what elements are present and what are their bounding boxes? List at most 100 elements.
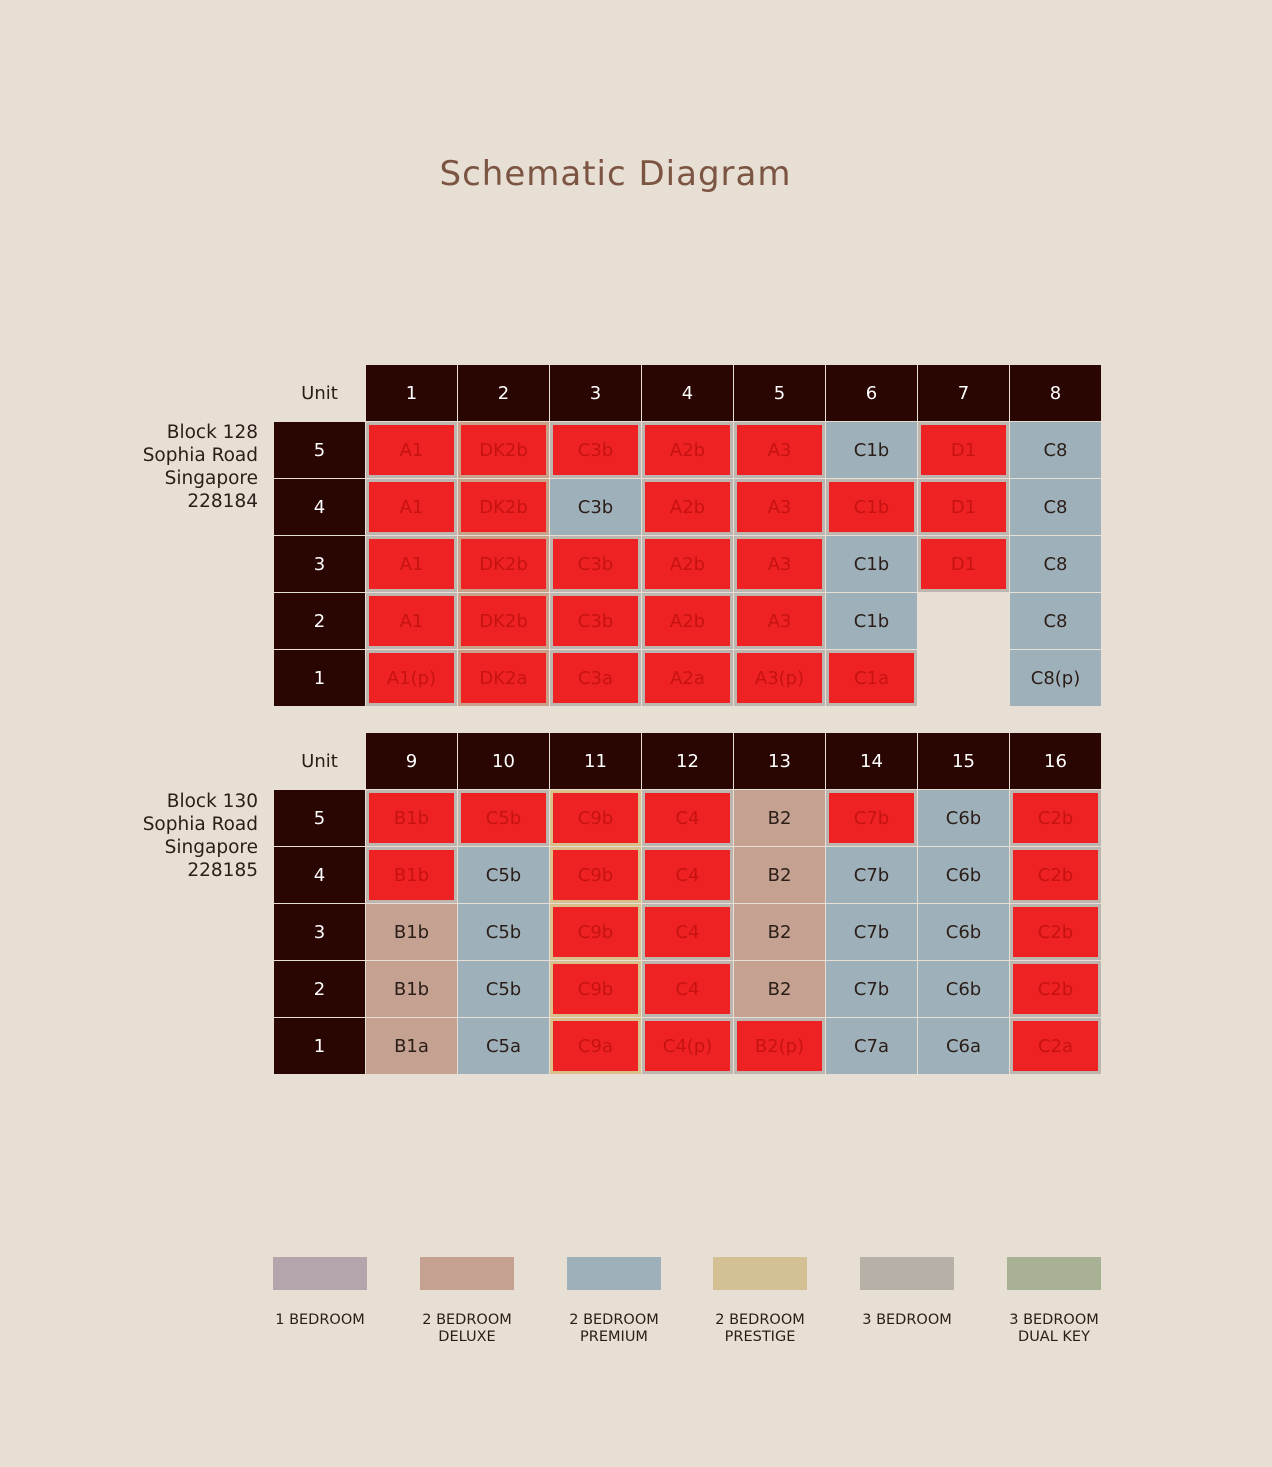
unit-cell[interactable]: C7b [826,847,918,904]
unit-number-header: 1 [366,365,458,422]
unit-cell[interactable]: C3b [550,479,642,536]
unit-cell[interactable]: A3 [734,422,826,479]
unit-number-header: 11 [550,733,642,790]
unit-number-header: 2 [458,365,550,422]
unit-cell[interactable]: B2(p) [734,1018,826,1075]
unit-cell[interactable]: C6b [918,790,1010,847]
unit-cell[interactable]: C6b [918,961,1010,1018]
unit-cell[interactable]: A3 [734,593,826,650]
unit-cell[interactable]: A2b [642,536,734,593]
unit-cell[interactable]: B2 [734,961,826,1018]
floor-row: 4 B1b C5b C9b C4 B2 C7b C6b C2b [274,847,1102,904]
unit-cell[interactable]: B2 [734,790,826,847]
unit-cell[interactable]: A1 [366,422,458,479]
unit-cell[interactable]: C4 [642,961,734,1018]
unit-cell[interactable]: A2a [642,650,734,707]
unit-cell[interactable]: C9a [550,1018,642,1075]
unit-cell[interactable]: C2b [1010,790,1102,847]
floor-row: 2 A1 DK2b C3b A2b A3 C1b C8 [274,593,1102,650]
unit-cell[interactable]: C6a [918,1018,1010,1075]
unit-cell[interactable]: A1(p) [366,650,458,707]
unit-cell[interactable]: C7b [826,790,918,847]
unit-cell[interactable]: A1 [366,479,458,536]
unit-cell[interactable]: B1b [366,790,458,847]
unit-cell[interactable]: C4(p) [642,1018,734,1075]
block-label-line: Sophia Road [142,445,258,466]
unit-cell[interactable]: C3b [550,536,642,593]
legend-swatch [420,1257,514,1290]
unit-cell[interactable]: B1b [366,904,458,961]
unit-label: Unit [301,750,338,772]
legend-swatch [567,1257,661,1290]
unit-cell[interactable]: C8 [1010,422,1102,479]
unit-cell[interactable]: A1 [366,593,458,650]
unit-cell[interactable]: C1b [826,593,918,650]
unit-cell[interactable]: B1b [366,961,458,1018]
unit-cell[interactable]: C2a [1010,1018,1102,1075]
unit-cell[interactable]: C5b [458,790,550,847]
floor-row: 2 B1b C5b C9b C4 B2 C7b C6b C2b [274,961,1102,1018]
unit-cell[interactable]: C5b [458,904,550,961]
unit-cell[interactable]: C4 [642,904,734,961]
block-label-line: Block 130 [166,791,258,812]
unit-cell[interactable]: DK2b [458,593,550,650]
unit-cell[interactable]: A2b [642,479,734,536]
unit-number-header: 4 [642,365,734,422]
unit-number-header: 9 [366,733,458,790]
unit-cell[interactable]: A2b [642,422,734,479]
unit-cell[interactable]: DK2a [458,650,550,707]
legend-swatch [713,1257,807,1290]
unit-cell[interactable]: C2b [1010,961,1102,1018]
unit-cell[interactable]: C7b [826,961,918,1018]
unit-cell[interactable]: C8 [1010,479,1102,536]
unit-cell[interactable]: A3 [734,479,826,536]
floor-number: 5 [274,790,366,847]
floor-row: 3 B1b C5b C9b C4 B2 C7b C6b C2b [274,904,1102,961]
unit-cell[interactable]: B1a [366,1018,458,1075]
legend-item: 2 BEDROOM PREMIUM [567,1257,661,1346]
unit-cell[interactable]: C5b [458,961,550,1018]
unit-header-row: Unit 1 2 3 4 5 6 7 8 [274,365,1102,422]
unit-cell[interactable]: D1 [918,422,1010,479]
unit-cell[interactable]: C9b [550,904,642,961]
unit-cell[interactable]: C3a [550,650,642,707]
unit-number-header: 3 [550,365,642,422]
unit-cell[interactable]: C3b [550,422,642,479]
unit-cell[interactable]: C3b [550,593,642,650]
unit-cell[interactable]: C5b [458,847,550,904]
legend-swatch [273,1257,367,1290]
unit-cell[interactable]: C5a [458,1018,550,1075]
unit-cell[interactable]: C2b [1010,847,1102,904]
unit-cell[interactable]: C8 [1010,593,1102,650]
unit-cell[interactable]: A3 [734,536,826,593]
floor-row: 1 A1(p) DK2a C3a A2a A3(p) C1a C8(p) [274,650,1102,707]
unit-cell[interactable]: D1 [918,536,1010,593]
unit-cell[interactable]: C1b [826,536,918,593]
unit-cell[interactable]: D1 [918,479,1010,536]
unit-cell[interactable]: C7a [826,1018,918,1075]
unit-cell[interactable]: A1 [366,536,458,593]
unit-cell[interactable]: C8 [1010,536,1102,593]
unit-cell[interactable]: C2b [1010,904,1102,961]
unit-cell[interactable]: A2b [642,593,734,650]
unit-cell[interactable]: B2 [734,847,826,904]
unit-cell[interactable]: C9b [550,790,642,847]
unit-cell[interactable]: DK2b [458,479,550,536]
unit-cell[interactable]: C9b [550,961,642,1018]
unit-cell[interactable]: C7b [826,904,918,961]
unit-cell[interactable]: DK2b [458,536,550,593]
unit-cell[interactable]: C1b [826,479,918,536]
floor-row: 5 A1 DK2b C3b A2b A3 C1b D1 C8 [274,422,1102,479]
unit-cell[interactable]: C8(p) [1010,650,1102,707]
unit-cell[interactable]: DK2b [458,422,550,479]
unit-cell[interactable]: C1b [826,422,918,479]
unit-cell[interactable]: B2 [734,904,826,961]
unit-cell[interactable]: C6b [918,904,1010,961]
unit-cell[interactable]: C6b [918,847,1010,904]
unit-cell[interactable]: C4 [642,847,734,904]
unit-cell[interactable]: B1b [366,847,458,904]
unit-cell[interactable]: C1a [826,650,918,707]
unit-cell[interactable]: A3(p) [734,650,826,707]
unit-cell[interactable]: C4 [642,790,734,847]
unit-cell[interactable]: C9b [550,847,642,904]
